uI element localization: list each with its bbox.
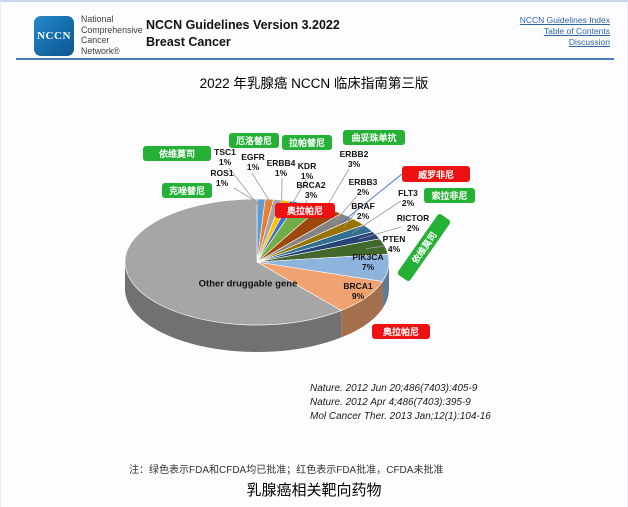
leader-line-TSC1 (228, 167, 261, 209)
leader-line-RICTOR (358, 226, 402, 240)
page-title: 2022 年乳腺癌 NCCN 临床指南第三版 (199, 76, 429, 91)
org-name: National Comprehensive Cancer Network® (81, 14, 143, 56)
approval-note: 注：绿色表示FDA和CFDA均已批准；红色表示FDA批准，CFDA未批准 (129, 465, 444, 476)
org-name-line: Cancer (81, 35, 110, 46)
nccn-logo: NCCN (34, 16, 74, 56)
leader-line-BRAF (343, 212, 356, 229)
leader-line-vemurafenib (340, 173, 403, 224)
leader-line-ERBB4 (281, 177, 283, 210)
pie-slice-Other druggable gene (124, 198, 342, 326)
pie-side-Other druggable gene (125, 262, 342, 352)
pie-side-BRCA1 (341, 281, 383, 338)
leader-line-ERBB3 (333, 195, 358, 224)
guidelines-subject: Breast Cancer (146, 35, 231, 49)
citation-line: Nature. 2012 Jun 20;486(7403):405-9 (310, 383, 478, 394)
org-name-line: Network® (81, 45, 120, 56)
leader-line-EGFR (251, 172, 275, 210)
leader-line-ROS1 (233, 187, 268, 210)
org-name-line: Comprehensive (81, 24, 143, 35)
header-link[interactable]: NCCN Guidelines Index (519, 15, 610, 25)
guidelines-title: NCCN Guidelines Version 3.2022 Breast Ca… (146, 17, 340, 51)
header-links: NCCN Guidelines Index Table of Contents Di… (520, 15, 610, 48)
header-link[interactable]: Discussion (568, 37, 610, 47)
leader-line-PTEN (365, 245, 386, 250)
header-rule (16, 58, 614, 60)
citation-line: Mol Cancer Ther. 2013 Jan;12(1):104-16 (310, 411, 491, 422)
bottom-title: 乳腺癌相关靶向药物 (246, 482, 382, 499)
guidelines-version: NCCN Guidelines Version 3.2022 (146, 18, 340, 32)
leader-line-FLT3 (351, 200, 402, 234)
pie-side-PIK3CA (382, 262, 389, 309)
header-link[interactable]: Table of Contents (543, 26, 610, 36)
org-name-line: National (81, 14, 114, 24)
citation-line: Nature. 2012 Apr 4;486(7403):395-9 (310, 397, 471, 408)
citations: Nature. 2012 Jun 20;486(7403):405-9 Natur… (310, 382, 491, 424)
